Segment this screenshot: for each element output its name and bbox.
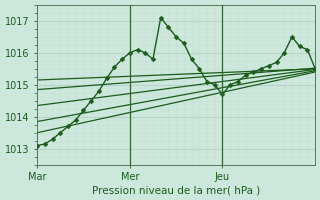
X-axis label: Pression niveau de la mer( hPa ): Pression niveau de la mer( hPa ) (92, 185, 260, 195)
